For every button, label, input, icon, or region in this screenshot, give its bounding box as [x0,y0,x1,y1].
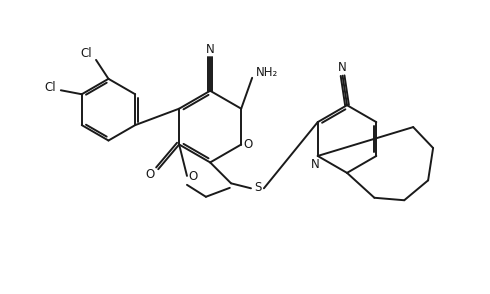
Text: Cl: Cl [80,47,92,61]
Text: O: O [243,138,252,151]
Text: N: N [206,43,215,56]
Text: O: O [189,171,198,183]
Text: O: O [146,168,155,181]
Text: S: S [255,181,262,194]
Text: Cl: Cl [44,81,56,94]
Text: NH₂: NH₂ [256,66,278,79]
Text: N: N [338,61,347,74]
Text: N: N [311,158,319,171]
